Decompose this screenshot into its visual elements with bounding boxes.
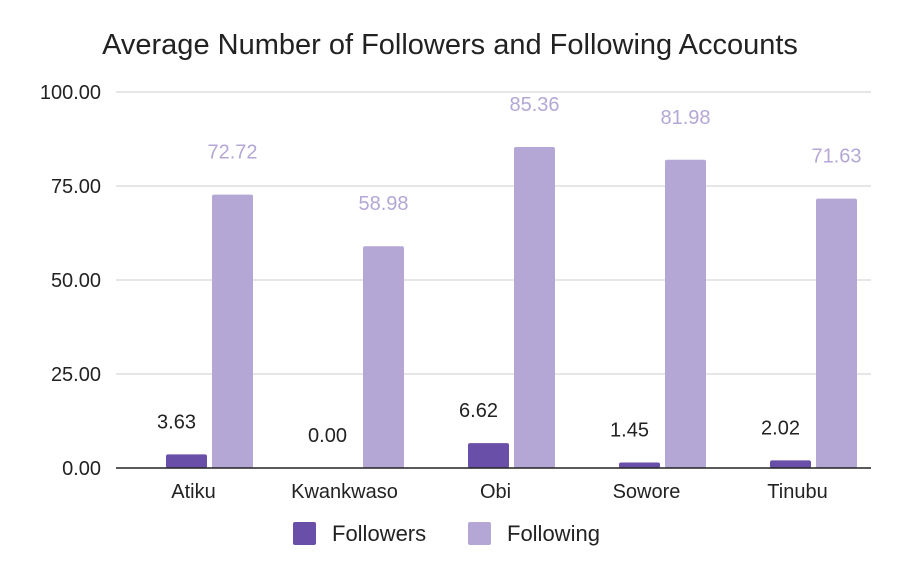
legend-item-followers: Followers	[293, 521, 426, 546]
legend-label: Following	[507, 521, 600, 546]
data-label-followers: 3.63	[157, 411, 196, 433]
x-tick-label: Atiku	[171, 481, 215, 503]
x-tick-label: Kwankwaso	[291, 481, 398, 503]
bar-following-atiku	[212, 194, 253, 468]
data-label-following: 85.36	[509, 94, 559, 116]
data-label-following: 58.98	[358, 193, 408, 215]
data-label-followers: 2.02	[761, 417, 800, 439]
bars	[166, 147, 857, 469]
bar-following-obi	[514, 147, 555, 469]
data-label-followers: 0.00	[308, 425, 347, 447]
y-tick-label: 75.00	[51, 176, 101, 198]
y-tick-label: 50.00	[51, 270, 101, 292]
chart-title: Average Number of Followers and Followin…	[102, 29, 798, 61]
y-tick-label: 100.00	[40, 82, 101, 104]
x-tick-label: Tinubu	[767, 481, 827, 503]
data-labels: 3.63 72.72 0.00 58.98 6.62 85.36 1.45 81.98 2.02…	[157, 94, 862, 447]
data-label-followers: 1.45	[610, 420, 649, 442]
y-tick-label: 0.00	[62, 458, 101, 480]
legend: Followers Following	[293, 521, 600, 546]
bar-following-tinubu	[816, 198, 857, 468]
y-tick-label: 25.00	[51, 364, 101, 386]
bar-following-kwankwaso	[363, 246, 404, 468]
legend-label: Followers	[332, 521, 426, 546]
axes: 0.00 25.00 50.00 75.00 100.00 Atiku Kwankwaso O…	[40, 82, 871, 503]
bar-following-sowore	[665, 159, 706, 469]
data-label-following: 81.98	[660, 107, 710, 129]
legend-swatch	[293, 522, 316, 545]
data-label-following: 72.72	[207, 142, 257, 164]
x-tick-label: Sowore	[613, 481, 681, 503]
legend-swatch	[468, 522, 491, 545]
bar-followers-tinubu	[770, 460, 811, 468]
data-label-followers: 6.62	[459, 400, 498, 422]
bar-followers-obi	[468, 443, 509, 468]
bar-followers-atiku	[166, 454, 207, 468]
x-tick-label: Obi	[480, 481, 511, 503]
bar-followers-sowore	[619, 462, 660, 468]
data-label-following: 71.63	[811, 146, 861, 168]
legend-item-following: Following	[468, 521, 600, 546]
